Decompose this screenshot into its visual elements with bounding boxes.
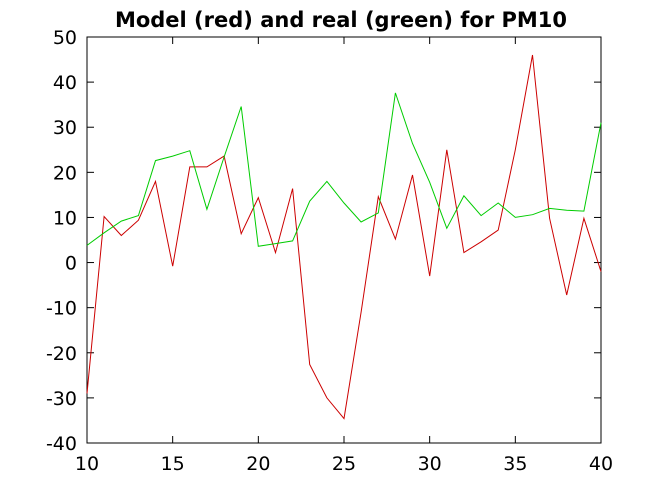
y-tick-label: 40 (53, 72, 77, 94)
chart-title: Model (red) and real (green) for PM10 (115, 8, 567, 32)
y-tick-label: -20 (46, 343, 77, 365)
y-tick-label: 50 (53, 27, 77, 49)
series-line-real (86, 92, 602, 247)
y-tick-label: 10 (53, 207, 77, 229)
x-tick-label: 25 (332, 453, 356, 475)
y-tick-label: 0 (65, 253, 77, 275)
y-tick-label: 30 (53, 117, 77, 139)
x-tick-label: 30 (418, 453, 442, 475)
y-tick-label: -40 (46, 433, 77, 455)
plot-frame (86, 36, 602, 444)
x-tick-label: 20 (246, 453, 270, 475)
x-tick-label: 10 (75, 453, 99, 475)
y-tick-label: -30 (46, 388, 77, 410)
x-tick-label: 15 (161, 453, 185, 475)
x-tick-label: 35 (503, 453, 527, 475)
y-tick-label: 20 (53, 162, 77, 184)
y-tick-label: -10 (46, 298, 77, 320)
series-line-model (86, 54, 602, 420)
x-tick-label: 40 (589, 453, 613, 475)
